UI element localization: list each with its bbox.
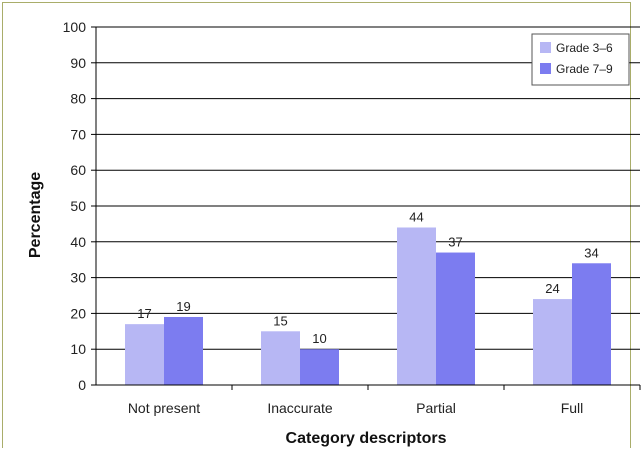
axes bbox=[91, 26, 641, 390]
legend-label-grade-3-6: Grade 3–6 bbox=[556, 41, 613, 55]
y-tick-label: 0 bbox=[78, 377, 86, 393]
x-axis-title: Category descriptors bbox=[286, 430, 447, 447]
legend-swatch-grade-7-9 bbox=[540, 63, 551, 74]
y-tick-label: 20 bbox=[70, 305, 86, 321]
bar bbox=[397, 227, 436, 385]
bars bbox=[125, 227, 611, 385]
y-tick-label: 90 bbox=[70, 55, 86, 71]
y-tick-label: 10 bbox=[70, 341, 86, 357]
y-tick-labels: 0 10 20 30 40 50 60 70 80 90 100 bbox=[63, 19, 87, 393]
x-category-labels: Not present Inaccurate Partial Full bbox=[128, 400, 583, 416]
data-labels: 17 19 15 10 44 37 24 34 bbox=[137, 209, 598, 346]
x-category-label: Inaccurate bbox=[267, 400, 333, 416]
x-category-label: Partial bbox=[416, 400, 456, 416]
y-tick-label: 50 bbox=[70, 198, 86, 214]
data-label: 44 bbox=[409, 209, 423, 224]
y-tick-label: 60 bbox=[70, 162, 86, 178]
y-tick-label: 30 bbox=[70, 270, 86, 286]
bar bbox=[572, 263, 611, 385]
bar bbox=[300, 349, 339, 385]
data-label: 19 bbox=[176, 299, 190, 314]
x-category-label: Not present bbox=[128, 400, 200, 416]
y-axis-title: Percentage bbox=[27, 172, 44, 258]
data-label: 34 bbox=[584, 245, 598, 260]
bar bbox=[164, 316, 203, 385]
data-label: 15 bbox=[273, 313, 287, 328]
y-tick-label: 40 bbox=[70, 234, 86, 250]
bar bbox=[436, 252, 475, 385]
data-label: 10 bbox=[312, 331, 326, 346]
bar bbox=[125, 324, 164, 385]
legend-swatch-grade-3-6 bbox=[540, 42, 551, 53]
bar bbox=[533, 299, 572, 385]
legend-label-grade-7-9: Grade 7–9 bbox=[556, 62, 613, 76]
data-label: 37 bbox=[448, 235, 462, 250]
y-tick-label: 100 bbox=[63, 19, 87, 35]
legend: Grade 3–6 Grade 7–9 bbox=[531, 33, 630, 86]
y-tick-label: 70 bbox=[70, 126, 86, 142]
data-label: 17 bbox=[137, 306, 151, 321]
bar bbox=[261, 331, 300, 385]
data-label: 24 bbox=[545, 281, 559, 296]
x-category-label: Full bbox=[561, 400, 584, 416]
y-tick-label: 80 bbox=[70, 91, 86, 107]
